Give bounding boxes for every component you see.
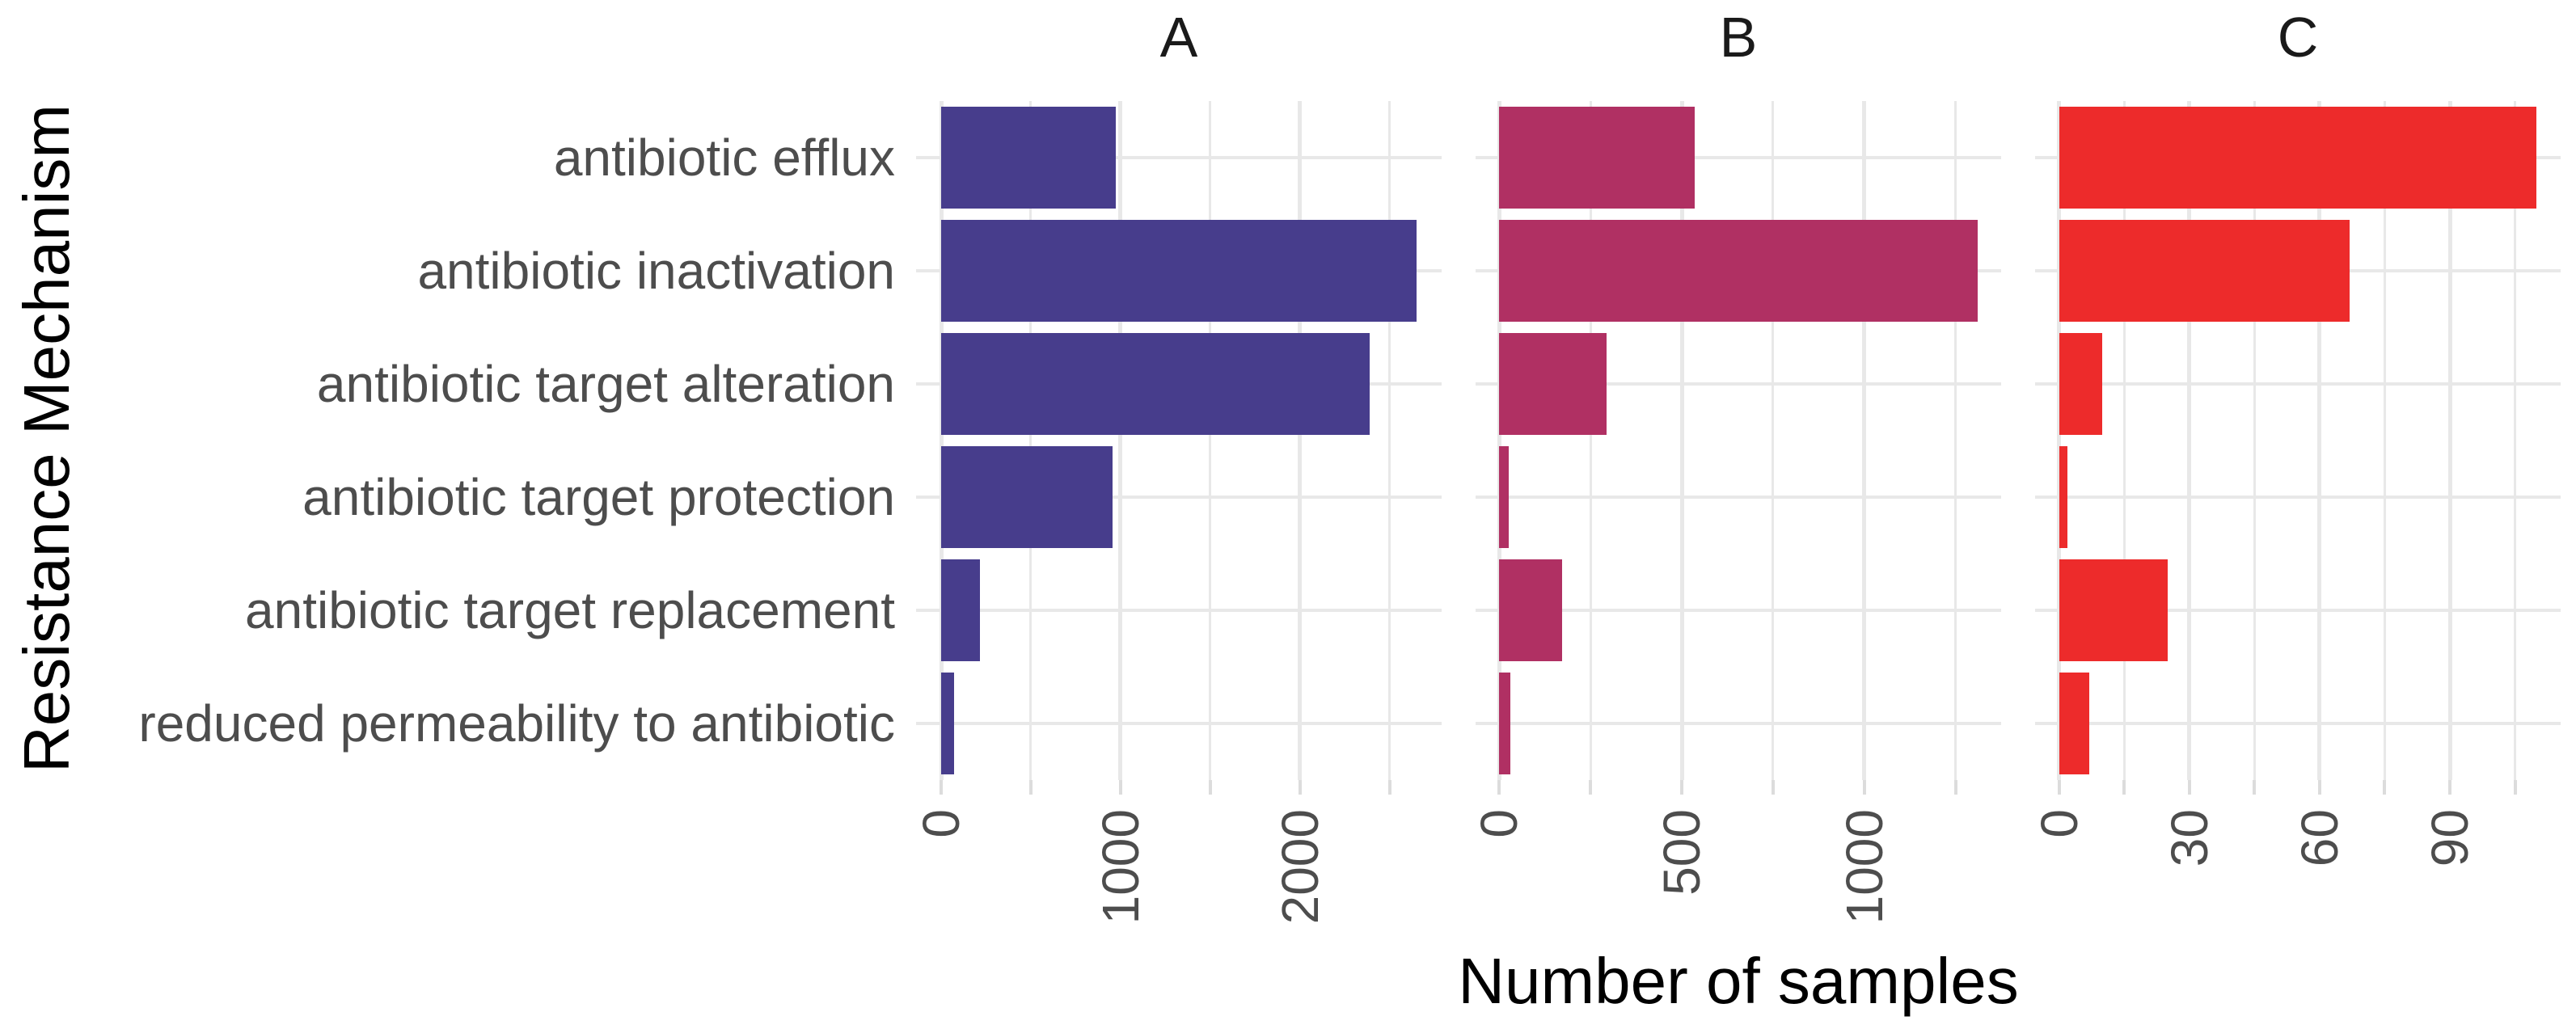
minor-gridline [1589, 101, 1592, 780]
bar-B-6 [1499, 673, 1510, 774]
facet-title-B: B [1719, 6, 1758, 69]
x-axis-tick-label: 2000 [1270, 809, 1329, 925]
major-gridline [1298, 101, 1303, 780]
horizontal-gridline [2035, 382, 2561, 386]
x-axis-tick-label: 0 [2029, 809, 2088, 838]
bar-C-5 [2059, 559, 2168, 661]
category-label: antibiotic inactivation [417, 242, 895, 300]
minor-gridline [1209, 101, 1212, 780]
bar-A-6 [941, 673, 954, 774]
x-axis-tick-mark [1589, 780, 1593, 795]
horizontal-gridline [2035, 722, 2561, 725]
horizontal-gridline [916, 496, 1442, 499]
x-axis-tick-mark [1298, 780, 1302, 795]
bar-B-3 [1499, 333, 1607, 435]
x-axis-tick-label: 90 [2421, 809, 2480, 867]
x-axis-tick-label: 500 [1653, 809, 1712, 896]
minor-gridline [2122, 101, 2126, 780]
x-axis-tick-mark [1953, 780, 1957, 795]
x-axis-tick-label: 0 [912, 809, 971, 838]
horizontal-gridline [916, 609, 1442, 612]
horizontal-gridline [916, 156, 1442, 159]
horizontal-gridline [1476, 609, 2001, 612]
horizontal-gridline [2035, 496, 2561, 499]
major-gridline [939, 101, 944, 780]
major-gridline [2187, 101, 2192, 780]
category-label: antibiotic target alteration [316, 355, 895, 413]
x-axis-tick-mark [1208, 780, 1212, 795]
bar-C-2 [2059, 220, 2350, 322]
x-axis-tick-mark [2448, 780, 2452, 795]
x-axis-tick-mark [1497, 780, 1501, 795]
category-label: antibiotic efflux [553, 129, 895, 187]
bar-B-5 [1499, 559, 1563, 661]
x-axis-tick-label: 1000 [1091, 809, 1150, 925]
category-label: reduced permeability to antibiotic [138, 694, 895, 753]
facet-title-A: A [1159, 6, 1198, 69]
category-label: antibiotic target replacement [245, 581, 895, 639]
minor-gridline [1954, 101, 1957, 780]
bar-C-1 [2059, 107, 2537, 209]
x-axis-tick-mark [1771, 780, 1775, 795]
horizontal-gridline [916, 722, 1442, 725]
facet-panel-B: 0 500 1000 [1470, 101, 2001, 924]
x-axis-tick-mark [1118, 780, 1122, 795]
major-gridline [1679, 101, 1684, 780]
x-axis-tick-mark [2253, 780, 2257, 795]
x-axis-tick-mark [2057, 780, 2061, 795]
category-label: antibiotic target protection [302, 468, 895, 526]
x-axis-tick-label: 60 [2290, 809, 2349, 867]
major-gridline [1862, 101, 1867, 780]
x-axis-tick-label: 30 [2160, 809, 2219, 867]
x-axis-tick-label: 1000 [1835, 809, 1894, 925]
x-axis-tick-mark [2317, 780, 2321, 795]
x-axis-tick-mark [1862, 780, 1866, 795]
minor-gridline [1388, 101, 1391, 780]
x-axis-tick-mark [2513, 780, 2517, 795]
minor-gridline [2514, 101, 2517, 780]
horizontal-gridline [1476, 496, 2001, 499]
x-axis-tick-mark [940, 780, 944, 795]
minor-gridline [1772, 101, 1775, 780]
minor-gridline [1029, 101, 1033, 780]
horizontal-gridline [1476, 156, 2001, 159]
horizontal-gridline [2035, 609, 2561, 612]
horizontal-gridline [1476, 382, 2001, 386]
bar-C-6 [2059, 673, 2090, 774]
bar-A-1 [941, 107, 1117, 209]
x-axis-tick-mark [2122, 780, 2126, 795]
bar-B-2 [1499, 220, 1978, 322]
bar-A-2 [941, 220, 1417, 322]
major-gridline [1118, 101, 1123, 780]
horizontal-gridline [1476, 722, 2001, 725]
bar-B-4 [1499, 446, 1509, 548]
major-gridline [2057, 101, 2062, 780]
x-axis-title: Number of samples [1458, 945, 2019, 1017]
bar-B-1 [1499, 107, 1695, 209]
bar-C-3 [2059, 333, 2103, 435]
facet-title-C: C [2277, 6, 2319, 69]
bar-A-3 [941, 333, 1370, 435]
x-axis-tick-mark [2187, 780, 2191, 795]
facet-panel-A: 0 1000 2000 [912, 101, 1442, 924]
x-axis-tick-mark [2383, 780, 2387, 795]
bar-C-4 [2059, 446, 2068, 548]
facet-panel-C: 0 30 60 90 [2030, 101, 2561, 867]
bar-A-5 [941, 559, 980, 661]
major-gridline [1497, 101, 1501, 780]
minor-gridline [2383, 101, 2386, 780]
x-axis-tick-mark [1028, 780, 1033, 795]
x-axis-tick-label: 0 [1470, 809, 1529, 838]
major-gridline [2447, 101, 2452, 780]
x-axis-tick-mark [1387, 780, 1391, 795]
x-axis-tick-mark [1680, 780, 1684, 795]
minor-gridline [2253, 101, 2256, 780]
bar-A-4 [941, 446, 1113, 548]
major-gridline [2317, 101, 2322, 780]
